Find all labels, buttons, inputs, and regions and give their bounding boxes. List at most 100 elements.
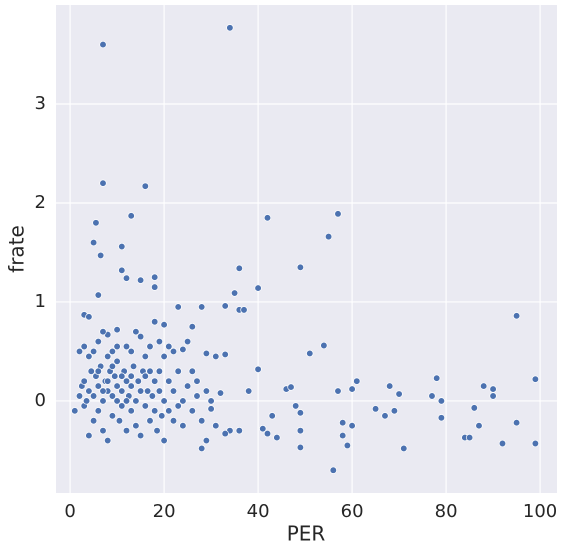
point xyxy=(132,397,140,405)
point xyxy=(254,284,262,292)
point xyxy=(136,276,145,284)
point xyxy=(296,409,305,417)
point xyxy=(94,382,102,390)
point xyxy=(531,439,540,448)
point xyxy=(151,377,159,385)
point xyxy=(169,347,178,356)
point xyxy=(160,352,168,361)
point xyxy=(122,397,131,405)
point xyxy=(390,407,399,415)
point xyxy=(89,392,98,400)
point xyxy=(113,357,121,365)
point xyxy=(183,382,192,390)
point xyxy=(343,441,352,450)
point xyxy=(99,387,107,395)
point xyxy=(202,349,211,358)
point xyxy=(122,342,131,351)
point xyxy=(118,266,126,274)
point xyxy=(127,212,135,220)
x-tick-label: 40 xyxy=(247,501,270,522)
point xyxy=(179,422,187,430)
point xyxy=(160,436,168,445)
x-tick-label: 80 xyxy=(435,501,458,522)
point xyxy=(348,385,356,393)
point xyxy=(437,414,446,422)
point xyxy=(329,466,337,474)
point xyxy=(148,392,156,400)
point xyxy=(122,377,131,385)
point xyxy=(188,367,196,375)
point xyxy=(92,219,100,227)
x-axis-label: PER xyxy=(287,522,326,546)
point xyxy=(165,407,173,415)
point xyxy=(428,392,436,400)
point xyxy=(489,392,497,400)
point xyxy=(87,367,95,375)
point xyxy=(212,352,220,361)
point xyxy=(89,238,98,247)
x-tick-label: 100 xyxy=(523,501,557,522)
y-tick-label: 3 xyxy=(35,93,46,114)
point xyxy=(465,433,474,442)
point xyxy=(400,444,408,453)
point xyxy=(433,374,441,382)
point xyxy=(104,352,112,361)
point xyxy=(320,341,328,350)
point xyxy=(339,419,347,427)
point xyxy=(127,372,135,380)
point xyxy=(183,337,192,346)
point xyxy=(174,367,182,375)
point xyxy=(198,417,206,425)
point xyxy=(235,426,243,435)
point xyxy=(160,397,168,405)
point xyxy=(118,402,126,410)
point xyxy=(146,417,154,425)
point xyxy=(381,412,389,420)
point xyxy=(296,263,305,271)
point xyxy=(127,382,135,390)
point xyxy=(94,291,102,299)
point xyxy=(99,397,107,405)
point xyxy=(113,397,121,405)
point xyxy=(395,390,403,398)
point xyxy=(151,407,159,415)
point xyxy=(141,372,149,380)
point xyxy=(371,405,380,413)
point xyxy=(296,443,305,452)
point xyxy=(71,407,79,415)
point xyxy=(179,345,187,354)
point xyxy=(134,377,142,385)
point xyxy=(334,210,342,218)
point xyxy=(113,382,121,390)
point xyxy=(306,349,314,358)
point xyxy=(80,342,88,351)
point xyxy=(146,367,154,375)
point xyxy=(155,387,164,395)
point xyxy=(498,439,507,448)
point xyxy=(151,273,159,281)
point xyxy=(108,412,117,420)
point xyxy=(348,422,356,430)
point xyxy=(221,429,229,438)
point xyxy=(122,426,131,435)
point xyxy=(99,426,107,435)
point xyxy=(165,342,173,351)
point xyxy=(235,264,243,272)
point xyxy=(202,436,211,445)
point xyxy=(141,352,149,361)
point xyxy=(245,387,253,395)
point xyxy=(207,397,215,405)
point xyxy=(475,422,483,430)
point xyxy=(254,365,262,373)
point xyxy=(108,362,117,370)
point xyxy=(268,412,276,420)
point xyxy=(141,182,149,190)
point xyxy=(202,387,211,395)
point xyxy=(198,303,206,311)
point xyxy=(512,419,521,427)
point xyxy=(353,377,361,385)
point xyxy=(386,382,394,390)
point xyxy=(158,412,166,420)
point xyxy=(324,232,333,241)
